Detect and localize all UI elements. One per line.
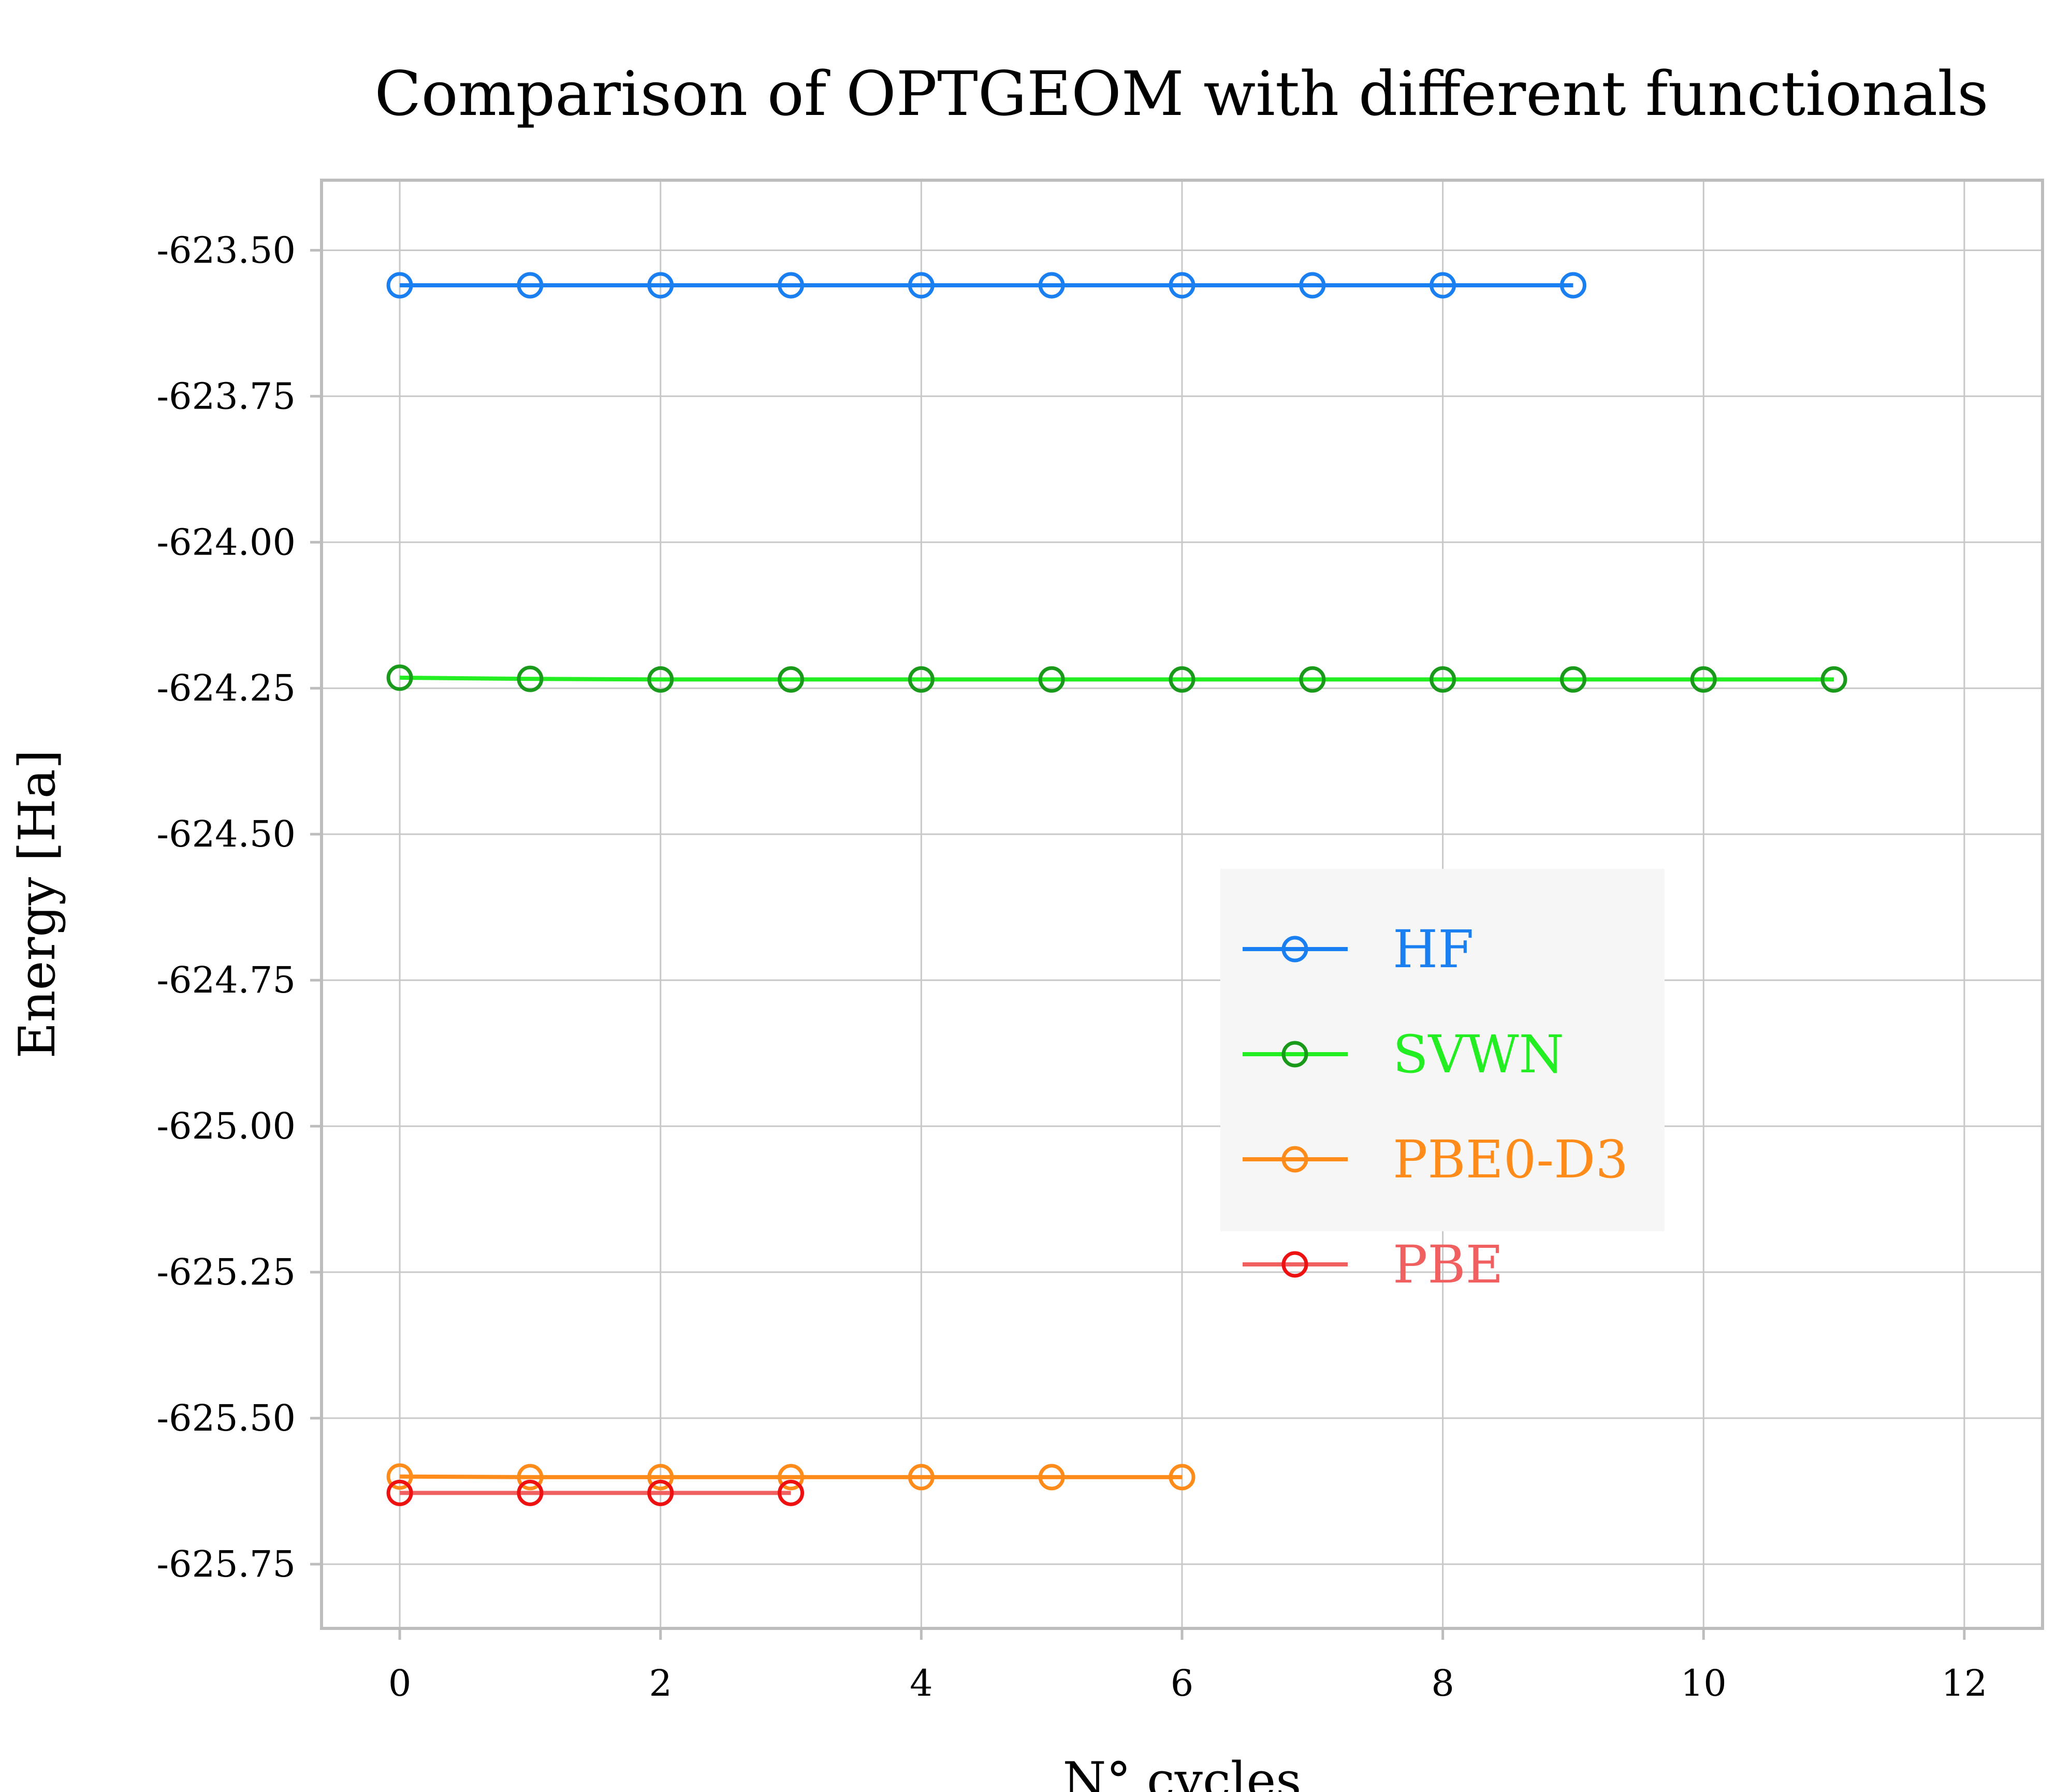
y-tick-label: -623.50 [156, 229, 296, 271]
data-point [647, 666, 674, 693]
x-tick-label: 10 [1681, 1662, 1727, 1704]
x-tick-label: 2 [649, 1662, 672, 1704]
series-pbe [386, 1479, 805, 1506]
y-tick-label: -624.50 [156, 813, 296, 855]
data-point [386, 272, 413, 299]
data-point [1169, 272, 1195, 299]
data-point [647, 272, 674, 299]
data-point [1299, 272, 1326, 299]
data-point [386, 1463, 413, 1490]
legend-swatch-marker [1281, 1041, 1308, 1068]
series-layer [386, 272, 1847, 1506]
legend-item: HF [1243, 919, 1474, 980]
y-tick-label: -625.25 [156, 1251, 296, 1293]
data-point [647, 1479, 674, 1506]
y-tick-label: -625.75 [156, 1543, 296, 1585]
data-point [1299, 666, 1326, 693]
x-tick-label: 6 [1171, 1662, 1194, 1704]
legend-item: PBE0-D3 [1243, 1129, 1628, 1190]
grid-layer [322, 180, 2043, 1628]
y-tick-label: -625.50 [156, 1397, 296, 1439]
x-tick-label: 12 [1941, 1662, 1987, 1704]
x-tick-label: 0 [388, 1662, 412, 1704]
series-line [400, 675, 1834, 682]
data-point [1430, 666, 1456, 693]
legend-label: PBE0-D3 [1393, 1129, 1628, 1190]
data-point [386, 664, 413, 691]
data-point [1559, 272, 1586, 299]
data-point [1169, 666, 1195, 693]
data-point [778, 666, 805, 693]
data-point [908, 1464, 935, 1491]
legend: HF SVWN PBE0-D3 PBE [1220, 869, 1665, 1295]
data-point [778, 1464, 805, 1491]
data-point [517, 665, 544, 692]
data-point [1559, 666, 1586, 693]
data-point [1038, 666, 1065, 693]
y-tick-label: -624.00 [156, 521, 296, 563]
legend-items: HF SVWN PBE0-D3 PBE [1243, 919, 1628, 1295]
data-point [1038, 272, 1065, 299]
y-tick-label: -625.00 [156, 1105, 296, 1147]
data-point [1430, 272, 1456, 299]
legend-item: PBE [1243, 1234, 1504, 1295]
data-point [517, 272, 544, 299]
series-hf [386, 272, 1586, 299]
y-tick-label: -624.25 [156, 667, 296, 709]
chart-title: Comparison of OPTGEOM with different fun… [374, 58, 1988, 129]
y-tick-label: -623.75 [156, 375, 296, 417]
data-point [908, 666, 935, 693]
data-point [386, 1479, 413, 1506]
x-axis-label: N° cycles [1062, 1752, 1301, 1792]
ticks-layer: 0 2 4 6 8 10 12 -623.50 -623.75 -624.00 -624.25 -62… [156, 229, 1987, 1704]
data-point [517, 1479, 544, 1506]
series-svwn [386, 664, 1847, 693]
x-tick-label: 8 [1431, 1662, 1454, 1704]
legend-swatch-marker [1281, 1251, 1308, 1278]
y-axis-label: Energy [Ha] [8, 750, 66, 1059]
legend-swatch-marker [1281, 936, 1308, 963]
data-point [1169, 1464, 1195, 1491]
y-tick-label: -624.75 [156, 959, 296, 1001]
data-point [517, 1464, 544, 1491]
data-point [778, 1479, 805, 1506]
x-tick-label: 4 [910, 1662, 933, 1704]
legend-item: SVWN [1243, 1024, 1564, 1085]
data-point [778, 272, 805, 299]
legend-label: SVWN [1393, 1024, 1564, 1085]
data-point [908, 272, 935, 299]
data-point [1820, 666, 1847, 693]
data-point [1038, 1464, 1065, 1491]
legend-label: HF [1393, 919, 1474, 980]
legend-label: PBE [1393, 1234, 1504, 1295]
legend-swatch-marker [1281, 1146, 1308, 1173]
data-point [647, 1464, 674, 1491]
series-pbe0-d3 [386, 1463, 1195, 1491]
data-point [1690, 666, 1717, 693]
